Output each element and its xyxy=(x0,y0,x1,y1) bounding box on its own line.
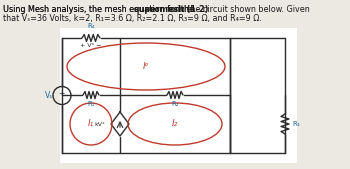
Text: R₁: R₁ xyxy=(87,101,95,107)
Text: Using Mesh analysis, the mesh equation for the: Using Mesh analysis, the mesh equation f… xyxy=(3,5,196,14)
Text: kVˣ: kVˣ xyxy=(94,122,105,127)
Text: in the circuit shown below. Given: in the circuit shown below. Given xyxy=(175,5,310,14)
Text: I₂: I₂ xyxy=(172,119,178,128)
Text: R₃: R₃ xyxy=(292,121,300,127)
Text: + Vˣ −: + Vˣ − xyxy=(80,43,102,48)
Text: Using Mesh analysis, the mesh equation for the: Using Mesh analysis, the mesh equation f… xyxy=(3,5,196,14)
Text: Vₛ: Vₛ xyxy=(45,91,53,100)
Text: Iᵒ: Iᵒ xyxy=(143,62,149,71)
Text: I₁: I₁ xyxy=(88,119,94,128)
Text: Using Mesh analysis, the mesh equation for the: Using Mesh analysis, the mesh equation f… xyxy=(3,5,196,14)
FancyBboxPatch shape xyxy=(60,28,297,163)
Text: R₂: R₂ xyxy=(171,101,179,107)
Text: +: + xyxy=(58,89,64,98)
Text: R₄: R₄ xyxy=(87,23,95,29)
Text: that Vₛ=36 Volts, k=2, R₁=3.6 Ω, R₂=2.1 Ω, R₃=9 Ω, and R₄=9 Ω.: that Vₛ=36 Volts, k=2, R₁=3.6 Ω, R₂=2.1 … xyxy=(3,14,262,23)
Text: supermesh (1-2): supermesh (1-2) xyxy=(134,5,208,14)
